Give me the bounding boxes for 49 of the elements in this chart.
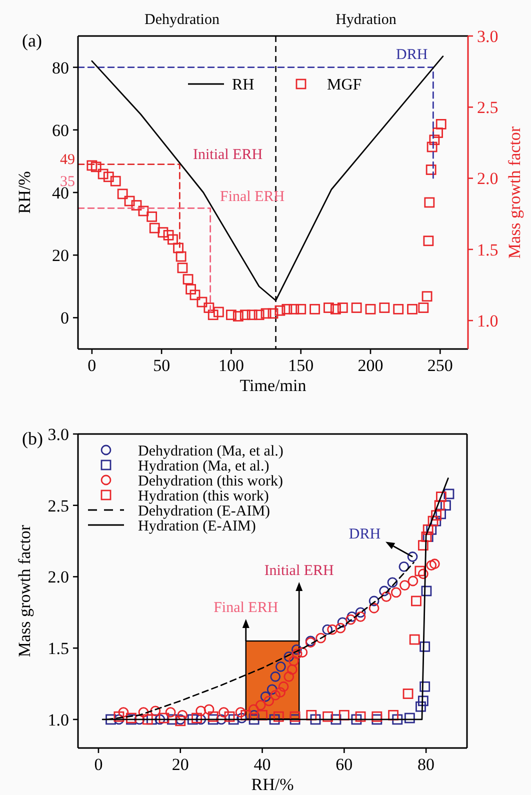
y-tick-label: 2.0 [48, 568, 69, 587]
x-tick-label: 50 [153, 356, 170, 375]
x-tick-label: 0 [94, 755, 103, 774]
legend-label: Hydration (Ma, et al.) [138, 458, 270, 474]
text: 49 [60, 152, 75, 168]
y-tick-label: 60 [52, 120, 69, 140]
annotation: Final ERH [214, 600, 278, 616]
legend-label: Dehydration (E-AIM) [138, 503, 270, 520]
annotation: DRH [348, 526, 381, 543]
y-tick-label: 20 [52, 246, 69, 266]
text: Hydration [336, 12, 397, 28]
legend-label: MGF [327, 76, 362, 94]
y-axis-title: RH/% [15, 171, 34, 214]
x-axis-title: Time/min [240, 376, 307, 395]
x-axis-title: RH/% [251, 775, 294, 794]
legend-label: RH [232, 76, 255, 94]
x-tick-label: 40 [254, 755, 271, 774]
x-tick-label: 150 [288, 356, 314, 375]
x-tick-label: 60 [336, 755, 353, 774]
y-axis-title: Mass growth factor [15, 524, 34, 658]
legend-label: Hydration (this work) [138, 488, 269, 504]
annotation: Initial ERH [193, 147, 263, 163]
y-tick-label: 3.0 [48, 424, 69, 444]
x-tick-label: 0 [88, 356, 96, 375]
y2-tick-label: 1.5 [477, 240, 498, 260]
y2-tick-label: 2.0 [477, 169, 498, 188]
x-tick-label: 80 [418, 755, 435, 774]
y-tick-label: 80 [52, 58, 69, 78]
legend-label: Dehydration (Ma, et al.) [138, 443, 284, 460]
chart-title: (a) [22, 30, 42, 50]
text: Dehydration [144, 12, 220, 28]
legend-label: Dehydration (this work) [138, 473, 283, 490]
y-tick-label: 0 [60, 308, 69, 328]
y2-axis-title: Mass growth factor [505, 126, 524, 259]
y-tick-label: 1.5 [48, 639, 69, 658]
y2-tick-label: 2.5 [477, 98, 498, 118]
y2-tick-label: 1.0 [477, 311, 498, 330]
annotation: Initial ERH [264, 563, 334, 579]
y-tick-label: 2.5 [48, 496, 69, 516]
annotation: Final ERH [220, 189, 285, 205]
y2-tick-label: 3.0 [477, 26, 498, 46]
y-tick-label: 1.0 [48, 710, 69, 730]
legend-label: Hydration (E-AIM) [138, 518, 256, 534]
annotation: DRH [396, 47, 428, 63]
x-tick-label: 100 [218, 356, 244, 375]
chart-title: (b) [22, 428, 43, 448]
x-tick-label: 250 [427, 356, 453, 375]
x-tick-label: 20 [172, 755, 189, 774]
x-tick-label: 200 [358, 356, 384, 375]
